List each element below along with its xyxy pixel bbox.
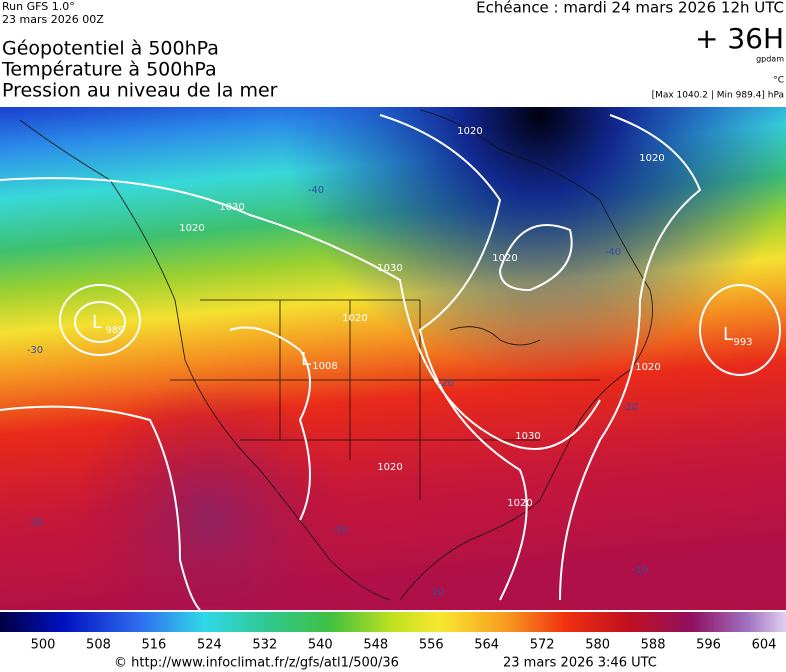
coastlines — [19, 109, 653, 601]
unit-geo: gpdam — [756, 55, 784, 64]
map-label: 1020 — [377, 462, 402, 473]
map-label: 1030 — [377, 263, 402, 274]
title-line: Pression au niveau de la mer — [2, 80, 278, 102]
map-label: 1030 — [219, 202, 244, 213]
map-label: 993 — [733, 337, 752, 348]
low-marker: L — [92, 312, 102, 333]
map-label: 1020 — [507, 498, 532, 509]
title-line: Température à 500hPa — [1, 59, 217, 81]
isobars — [0, 114, 782, 611]
map-label: 1020 — [342, 313, 367, 324]
lead-time: + 36H — [695, 22, 784, 55]
map-label: 1020 — [492, 253, 517, 264]
low-marker: L — [301, 349, 311, 370]
map-label: -20 — [622, 402, 638, 413]
colorbar-label: 500 — [31, 638, 56, 653]
unit-temp: °C — [773, 76, 784, 86]
colorbar-label: 532 — [252, 638, 277, 653]
run-date: 23 mars 2026 00Z — [2, 13, 104, 26]
map-label: 1020 — [635, 362, 660, 373]
map-label: 989 — [105, 325, 124, 336]
colorbar-label: 588 — [641, 638, 666, 653]
colorbar-label: 524 — [197, 638, 222, 653]
colorbar — [0, 612, 786, 632]
run: Run GFS 1.0° — [2, 0, 75, 13]
warm-core — [0, 107, 786, 610]
colorbar-label: 516 — [142, 638, 167, 653]
map-label: 1030 — [515, 431, 540, 442]
map-label: -20 — [438, 378, 454, 389]
colorbar-label: 540 — [308, 638, 333, 653]
colorbar-label: 604 — [752, 638, 777, 653]
low-marker: L — [723, 324, 733, 345]
pressure-range: [Max 1040.2 | Min 989.4] hPa — [652, 91, 784, 101]
map-label: -10 — [632, 565, 648, 576]
title-line: Géopotentiel à 500hPa — [2, 38, 219, 60]
map-label: 1020 — [457, 126, 482, 137]
colorbar-label: 548 — [363, 638, 388, 653]
map-label: 1020 — [639, 153, 664, 164]
colorbar-label: 556 — [419, 638, 444, 653]
map-label: -10 — [332, 525, 348, 536]
generated-time: 23 mars 2026 3:46 UTC — [503, 656, 657, 671]
colorbar-label: 596 — [696, 638, 721, 653]
map-label: -10 — [27, 517, 43, 528]
map-label: 10 — [432, 587, 445, 598]
valid-time: Echéance : mardi 24 mars 2026 12h UTC — [476, 0, 784, 17]
map-label: -40 — [605, 247, 621, 258]
map-label: -40 — [308, 185, 324, 196]
colorbar-label: 508 — [86, 638, 111, 653]
map-label: -30 — [27, 345, 43, 356]
colorbar-label: 580 — [585, 638, 610, 653]
colorbar-label: 572 — [530, 638, 555, 653]
colorbar-label: 564 — [474, 638, 499, 653]
source-url: © http://www.infoclimat.fr/z/gfs/atl1/50… — [114, 656, 399, 671]
map-label: 1020 — [179, 223, 204, 234]
map-label: 1008 — [312, 361, 337, 372]
